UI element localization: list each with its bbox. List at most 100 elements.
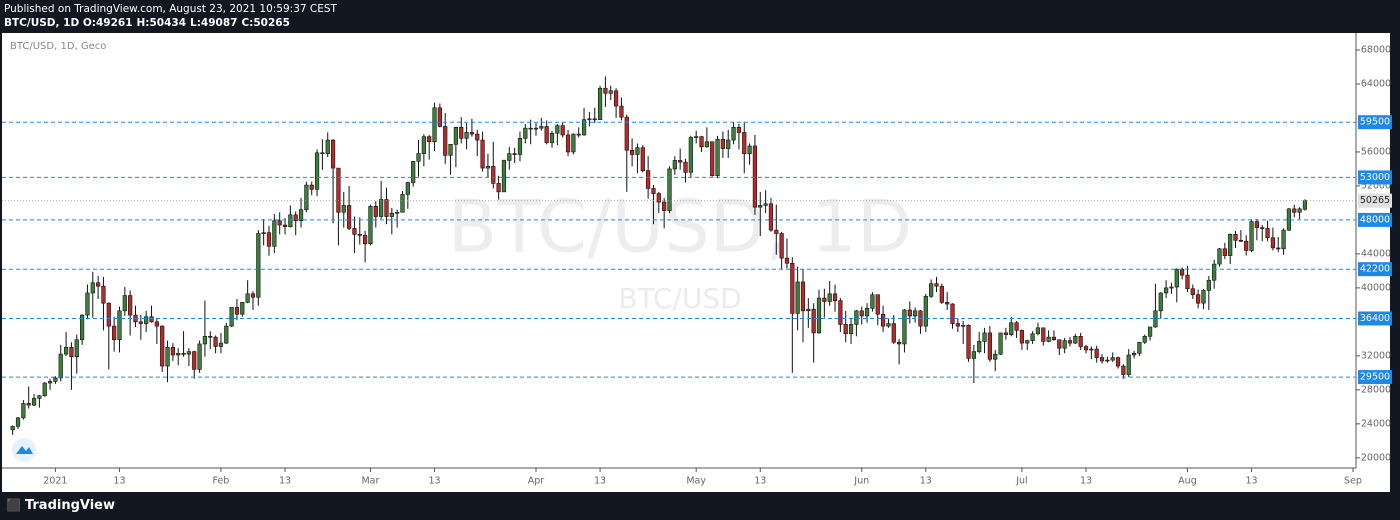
candle-body [1201,290,1206,304]
x-tick-label: 2021 [43,476,67,487]
candle-body [1158,292,1163,312]
candle-body [1254,221,1259,228]
y-tick-label: 32000 [1361,350,1391,361]
candle-body [112,325,117,341]
candle-body [53,377,58,382]
candle-body [891,323,896,343]
candle-body [277,220,282,226]
candle-body [608,90,613,94]
candle-body [859,310,864,317]
candle-body [1244,240,1249,251]
ohlc-value: 49087 [200,17,238,29]
candle-body [261,232,266,234]
y-tick-label: 24000 [1361,418,1391,429]
candle-body [560,125,565,136]
candle-body [929,283,934,297]
candle-body [758,205,763,208]
x-tick-label: Aug [1178,476,1197,487]
candle-body [485,166,491,169]
candle-body [784,257,790,264]
candle-body [501,160,507,193]
candle-body [373,206,378,217]
candle-body [197,343,202,370]
candle-body [565,134,571,153]
candle-body [977,341,982,352]
candle-body [1233,234,1238,241]
candle-body [934,283,939,287]
level-label-box [1358,311,1392,326]
candle-body [1115,357,1121,367]
candle-body [368,206,373,245]
candle-body [880,313,886,327]
candle-body [950,303,955,324]
candle-body [747,145,752,154]
footer: ⬛ TradingView [6,498,115,513]
candle-body [613,90,619,107]
candle-body [256,233,261,298]
x-tick-label: 13 [1080,476,1092,487]
candle-body [768,203,774,231]
candle-body [528,127,533,130]
candle-body [720,138,725,149]
candle-body [74,339,79,358]
candle-body [218,342,224,347]
candle-body [656,193,661,203]
candle-body [694,136,699,138]
candle-body [897,341,902,345]
candle-body [662,201,667,211]
y-tick-label: 68000 [1361,44,1391,55]
candle-body [1265,228,1270,239]
candle-body [512,153,517,155]
ohlc-item: O:49261 [83,17,133,29]
candle-body [160,325,165,367]
candle-body [832,293,838,301]
candle-body [352,228,357,235]
candle-body [523,127,528,139]
candle-body [945,302,950,305]
candle-body [688,137,693,173]
candle-body [902,309,907,345]
candle-body [15,417,21,427]
candle-body [266,232,272,247]
candle-body [122,295,127,312]
candle-body [330,139,336,169]
candle-body [966,324,971,359]
candle-body [63,347,69,355]
candle-body [96,282,101,287]
candle-body [186,351,191,355]
level-label-box [1358,115,1392,130]
candle-body [678,160,683,163]
candle-body [1228,234,1233,256]
candle-body [1206,279,1211,291]
ohlc-label: O: [82,17,96,29]
last-price-label: 50265 [1360,195,1390,206]
candle-body [208,336,213,338]
candle-body [715,138,720,177]
candle-body [1025,340,1030,344]
candle-body [432,107,437,143]
candle-body [42,382,47,397]
candle-body [1121,365,1126,375]
y-tick-label: 64000 [1361,78,1391,89]
candle-body [389,212,394,217]
level-label: 48000 [1360,214,1390,225]
candle-body [314,152,320,190]
candle-body [555,125,560,134]
ohlc-label: H: [136,17,150,29]
level-label: 29500 [1360,372,1390,383]
candle-body [202,336,208,345]
candle-body [90,282,95,294]
ohlc-value: 50434 [149,17,187,29]
candle-body [571,133,576,153]
candle-body [672,160,677,170]
y-tick-label: 56000 [1361,146,1391,157]
candle-body [165,347,170,367]
y-tick-label: 20000 [1361,452,1391,463]
candle-body [491,166,496,184]
candle-body [1270,237,1276,249]
candle-body [1302,200,1308,210]
candle-body [128,295,133,316]
candle-body [1190,288,1195,295]
chart: BTC/USD, 1D BTC/USD BTC/USD, 1D, Geco 20… [2,33,1392,492]
